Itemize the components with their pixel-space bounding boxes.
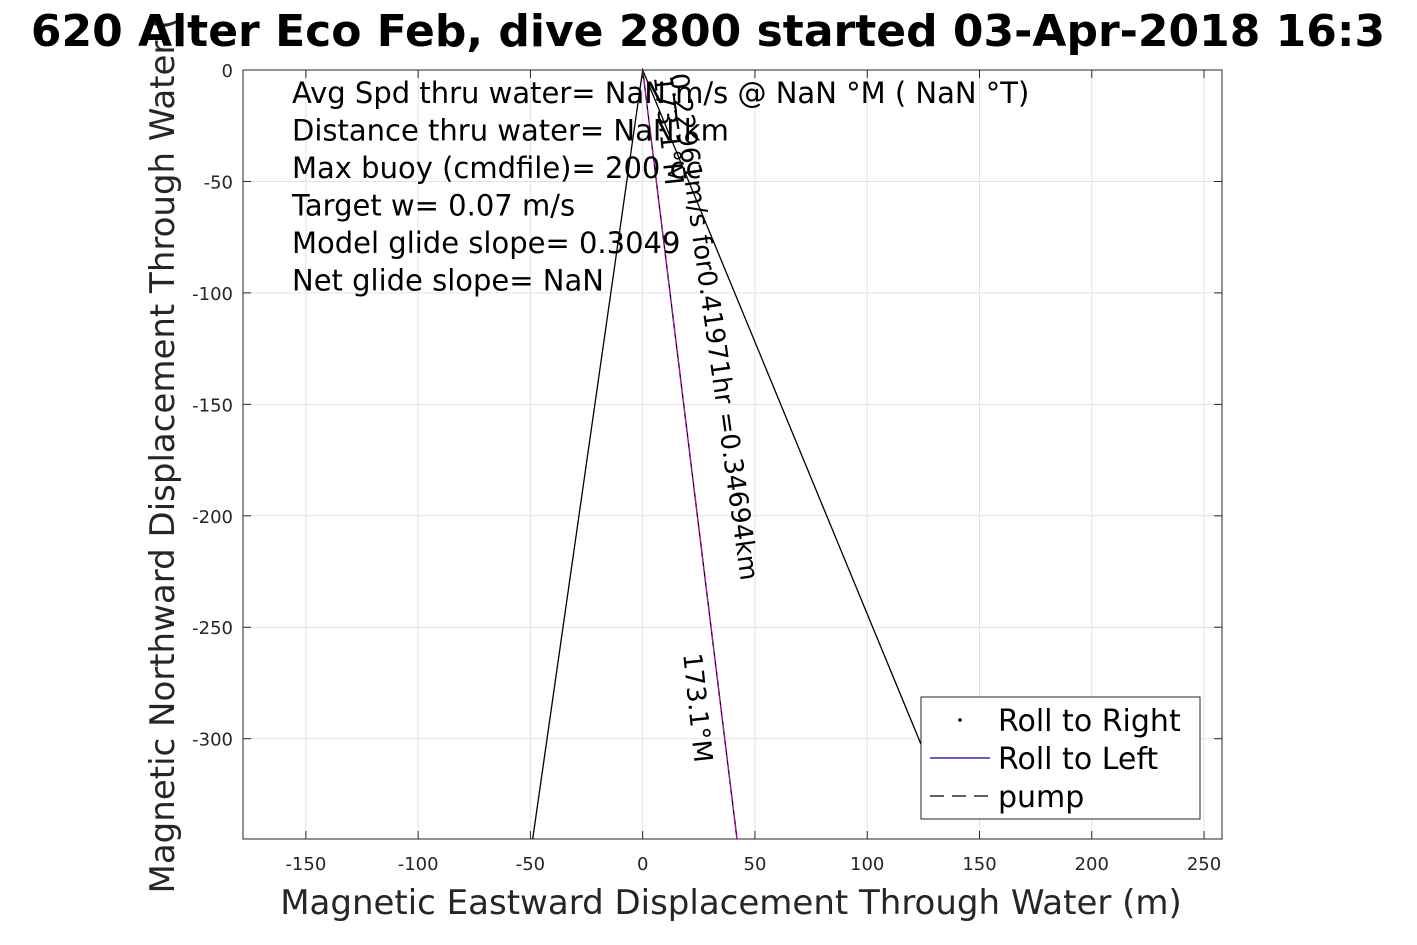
info-line: Net glide slope= NaN (292, 264, 604, 298)
tick-layer: -150 -100 -50 0 50 100 150 200 250 0 -50 -100 -150 -2… (192, 61, 1222, 875)
info-line: Distance thru water= NaN km (292, 114, 729, 148)
y-tick-label: -200 (192, 507, 233, 528)
grid (243, 69, 1222, 839)
info-text-block: Avg Spd thru water= NaN m/s @ NaN °M ( N… (291, 76, 1029, 298)
y-tick-label: -300 (192, 730, 233, 751)
legend-marker-dot (958, 718, 962, 722)
y-tick-label: -100 (192, 284, 233, 305)
y-axis-label: Magnetic Northward Displacement Through … (143, 17, 183, 894)
x-axis-label: Magnetic Eastward Displacement Through W… (280, 883, 1182, 923)
x-tick-label: 100 (850, 854, 884, 875)
x-tick-label: -100 (398, 854, 439, 875)
x-tick-label: -50 (516, 854, 545, 875)
axes-frame (242, 69, 1223, 840)
x-tick-label: 150 (962, 854, 996, 875)
info-line: Target w= 0.07 m/s (291, 189, 575, 223)
legend-entry-label: pump (998, 780, 1084, 815)
track-line-3 (642, 69, 738, 840)
x-tick-label: -150 (285, 854, 326, 875)
y-tick-label: 0 (222, 61, 233, 82)
info-line: Max buoy (cmdfile)= 200 cc (292, 151, 701, 185)
x-tick-label: 50 (744, 854, 767, 875)
x-tick-label: 250 (1187, 854, 1221, 875)
x-tick-label: 0 (637, 854, 648, 875)
info-line: Avg Spd thru water= NaN m/s @ NaN °M ( N… (292, 76, 1029, 110)
legend-entry-label: Roll to Left (998, 742, 1158, 777)
x-tick-label: 200 (1075, 854, 1109, 875)
legend-entry-label: Roll to Right (998, 704, 1181, 739)
heading-annotation: 173.1°M (676, 652, 717, 764)
y-tick-label: -50 (204, 172, 233, 193)
y-tick-label: -150 (192, 395, 233, 416)
y-tick-label: -250 (192, 618, 233, 639)
annotation-layer: 173.1°M0.22961m/s for0.41971hr =0.34694k… (647, 71, 764, 764)
chart-title: 620 Alter Eco Feb, dive 2800 started 03-… (31, 6, 1385, 57)
info-line: Model glide slope= 0.3049 (292, 226, 680, 260)
